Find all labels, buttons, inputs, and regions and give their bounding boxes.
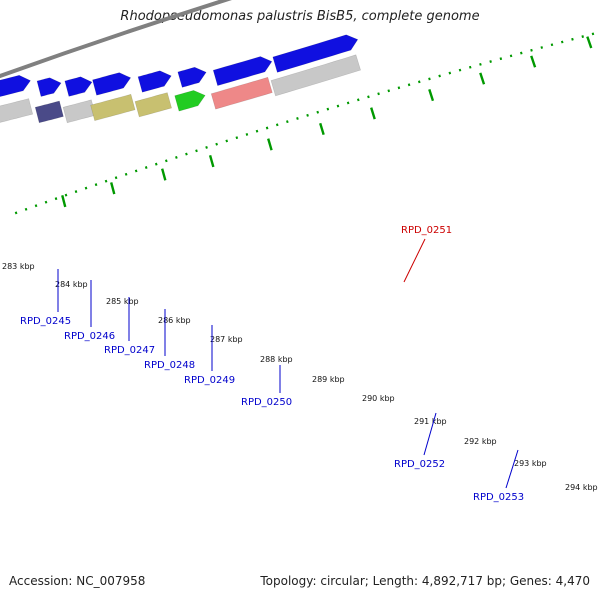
gene-block	[36, 77, 62, 97]
gene-label: RPD_0252	[394, 459, 445, 470]
kbp-label: 285 kbp	[106, 297, 139, 306]
gene-block	[90, 93, 136, 121]
kbp-label: 293 kbp	[514, 459, 547, 468]
gene-label: RPD_0248	[144, 360, 195, 371]
kbp-label: 294 kbp	[565, 483, 598, 492]
inner-major-tick	[319, 122, 325, 136]
inner-major-tick	[161, 168, 167, 181]
gene-label: RPD_0253	[473, 492, 524, 503]
kbp-label: 290 kbp	[362, 394, 395, 403]
gene-block	[92, 72, 132, 96]
kbp-label: 283 kbp	[2, 262, 35, 271]
kbp-label: 292 kbp	[464, 437, 497, 446]
genome-backbone	[0, 0, 233, 79]
gene-leader-line	[505, 449, 519, 489]
kbp-label: 287 kbp	[210, 335, 243, 344]
gene-block	[210, 76, 273, 110]
gene-block	[212, 56, 273, 86]
gene-label: RPD_0250	[241, 397, 292, 408]
inner-major-tick	[530, 55, 537, 68]
gene-block	[0, 98, 34, 123]
genome-stats-text: Topology: circular; Length: 4,892,717 bp…	[260, 574, 590, 588]
gene-block	[270, 54, 361, 97]
gene-label: RPD_0251	[401, 225, 452, 236]
kbp-label: 286 kbp	[158, 316, 191, 325]
inner-major-tick	[208, 155, 215, 168]
inner-major-tick	[370, 107, 376, 120]
gene-block	[34, 100, 64, 124]
gene-block	[64, 76, 93, 97]
inner-major-tick	[61, 195, 67, 208]
gene-leader-line	[423, 412, 437, 456]
gene-block	[272, 34, 359, 73]
inner-major-tick	[428, 88, 435, 102]
gene-label: RPD_0249	[184, 375, 235, 386]
gene-block	[134, 92, 172, 118]
gene-block	[62, 99, 96, 124]
inner-major-tick	[586, 36, 593, 49]
kbp-label: 289 kbp	[312, 375, 345, 384]
inner-major-tick	[479, 72, 486, 85]
gene-block	[174, 90, 206, 112]
gene-block	[177, 66, 207, 88]
gene-label: RPD_0247	[104, 345, 155, 356]
gene-label: RPD_0246	[64, 331, 115, 342]
gene-block	[0, 74, 31, 97]
gene-label: RPD_0245	[20, 316, 71, 327]
inner-major-tick	[267, 138, 273, 151]
gene-leader-line	[403, 238, 426, 283]
kbp-label: 288 kbp	[260, 355, 293, 364]
map-title: Rhodopseudomonas palustris BisB5, comple…	[120, 9, 480, 24]
gene-block	[137, 70, 172, 93]
inner-major-tick	[110, 182, 116, 195]
kbp-label: 284 kbp	[55, 280, 88, 289]
accession-text: Accession: NC_007958	[9, 574, 146, 588]
kbp-label: 291 kbp	[414, 417, 447, 426]
